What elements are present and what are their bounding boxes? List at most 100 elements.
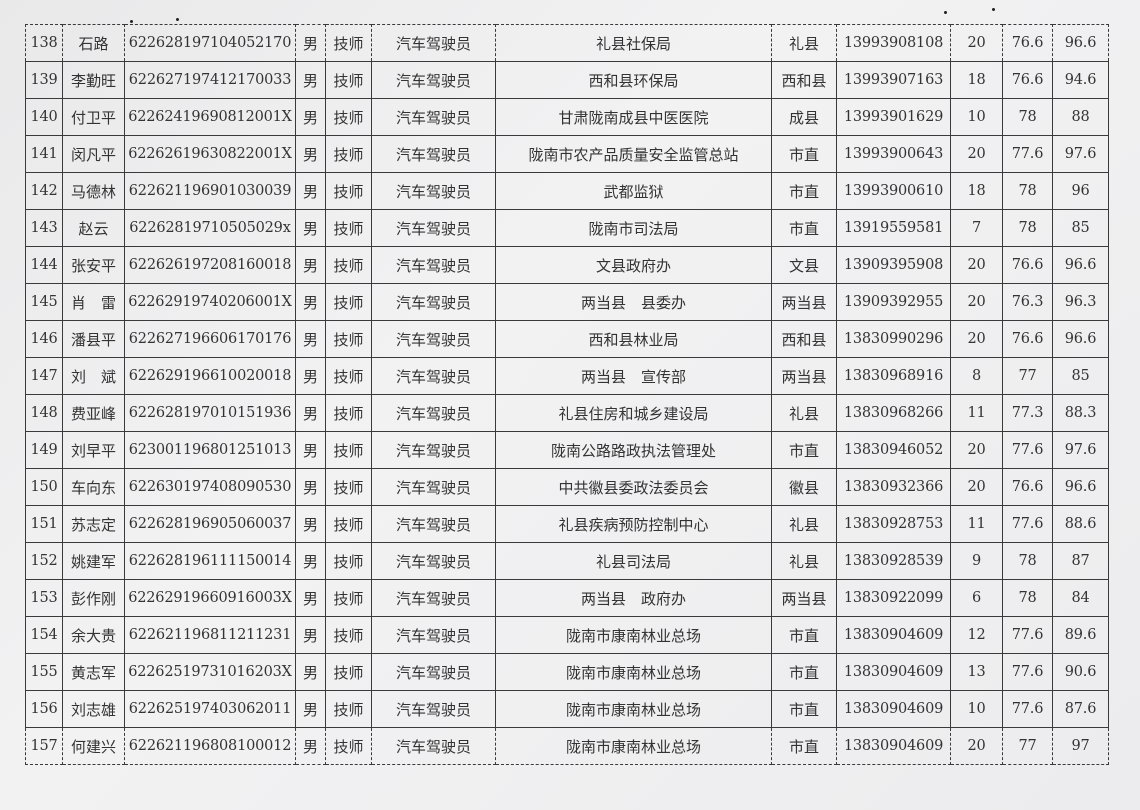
cell-region: 市直 — [771, 172, 837, 210]
cell-name: 车向东 — [62, 468, 125, 506]
cell-phone: 13830946052 — [836, 431, 951, 469]
cell-region: 市直 — [771, 727, 837, 765]
cell-work-unit: 礼县司法局 — [495, 542, 772, 580]
cell-score-b: 77.6 — [1002, 431, 1053, 469]
cell-title: 技师 — [325, 690, 372, 728]
cell-score-a: 20 — [950, 431, 1003, 469]
cell-phone: 13830904609 — [836, 616, 951, 654]
cell-phone: 13830904609 — [836, 727, 951, 765]
cell-phone: 13830990296 — [836, 320, 951, 358]
cell-score-a: 10 — [950, 98, 1003, 136]
table-row: 155 黄志军 62262519731016203X 男技师 汽车驾驶员 陇南市康南林业总… — [25, 653, 1109, 691]
cell-gender: 男 — [295, 394, 326, 432]
cell-phone: 13830932366 — [836, 468, 951, 506]
cell-score-a: 12 — [950, 616, 1003, 654]
table-row: 153 彭作刚 62262919660916003X 男技师 汽车驾驶员 两当县 政府办两… — [25, 579, 1109, 617]
cell-name: 刘 斌 — [62, 357, 125, 395]
cell-id-number: 622628196111150014 — [124, 542, 296, 580]
cell-title: 技师 — [325, 468, 372, 506]
cell-title: 技师 — [325, 320, 372, 358]
cell-title: 技师 — [325, 209, 372, 247]
cell-title: 技师 — [325, 653, 372, 691]
cell-total-score: 90.6 — [1052, 653, 1109, 691]
cell-gender: 男 — [295, 579, 326, 617]
cell-gender: 男 — [295, 468, 326, 506]
cell-score-b: 76.6 — [1002, 61, 1053, 99]
cell-id-number: 62262419690812001X — [124, 98, 296, 136]
cell-row-number: 141 — [25, 135, 63, 173]
cell-row-number: 138 — [25, 24, 63, 62]
cell-region: 两当县 — [771, 283, 837, 321]
cell-score-b: 77.6 — [1002, 653, 1053, 691]
cell-row-number: 139 — [25, 61, 63, 99]
table-body: 138 石路 622628197104052170 男技师 汽车驾驶员 礼县社保局 礼县 13… — [25, 24, 1109, 765]
cell-work-unit: 中共徽县委政法委员会 — [495, 468, 772, 506]
cell-gender: 男 — [295, 24, 326, 62]
table-row: 140 付卫平 62262419690812001X 男技师 汽车驾驶员 甘肃陇南成县中医… — [25, 98, 1109, 136]
cell-total-score: 96.6 — [1052, 24, 1109, 62]
cell-total-score: 87 — [1052, 542, 1109, 580]
cell-row-number: 154 — [25, 616, 63, 654]
cell-id-number: 62262919660916003X — [124, 579, 296, 617]
cell-total-score: 97.6 — [1052, 135, 1109, 173]
cell-title: 技师 — [325, 431, 372, 469]
cell-job: 汽车驾驶员 — [371, 320, 496, 358]
cell-work-unit: 礼县社保局 — [495, 24, 772, 62]
cell-total-score: 88 — [1052, 98, 1109, 136]
cell-phone: 13909392955 — [836, 283, 951, 321]
cell-score-a: 20 — [950, 320, 1003, 358]
cell-name: 潘县平 — [62, 320, 125, 358]
cell-score-a: 7 — [950, 209, 1003, 247]
cell-row-number: 147 — [25, 357, 63, 395]
cell-work-unit: 陇南公路路政执法管理处 — [495, 431, 772, 469]
cell-region: 礼县 — [771, 542, 837, 580]
cell-phone: 13919559581 — [836, 209, 951, 247]
cell-job: 汽车驾驶员 — [371, 431, 496, 469]
cell-job: 汽车驾驶员 — [371, 542, 496, 580]
cell-work-unit: 礼县疾病预防控制中心 — [495, 505, 772, 543]
cell-score-b: 78 — [1002, 542, 1053, 580]
cell-score-a: 11 — [950, 394, 1003, 432]
cell-region: 西和县 — [771, 320, 837, 358]
cell-total-score: 87.6 — [1052, 690, 1109, 728]
cell-row-number: 142 — [25, 172, 63, 210]
cell-score-a: 20 — [950, 246, 1003, 284]
cell-gender: 男 — [295, 357, 326, 395]
cell-job: 汽车驾驶员 — [371, 283, 496, 321]
cell-job: 汽车驾驶员 — [371, 135, 496, 173]
cell-gender: 男 — [295, 542, 326, 580]
cell-score-a: 13 — [950, 653, 1003, 691]
cell-score-a: 8 — [950, 357, 1003, 395]
paper-speck — [992, 8, 995, 11]
cell-score-a: 18 — [950, 172, 1003, 210]
cell-total-score: 97 — [1052, 727, 1109, 765]
cell-name: 彭作刚 — [62, 579, 125, 617]
cell-work-unit: 陇南市司法局 — [495, 209, 772, 247]
cell-total-score: 85 — [1052, 357, 1109, 395]
cell-name: 付卫平 — [62, 98, 125, 136]
cell-total-score: 85 — [1052, 209, 1109, 247]
table-row: 146 潘县平 622627196606170176 男技师 汽车驾驶员 西和县林业局 西和… — [25, 320, 1109, 358]
cell-name: 闵凡平 — [62, 135, 125, 173]
cell-work-unit: 两当县 政府办 — [495, 579, 772, 617]
paper-speck — [944, 11, 947, 14]
paper-speck — [130, 20, 133, 23]
cell-name: 李勤旺 — [62, 61, 125, 99]
table-row: 149 刘早平 623001196801251013 男技师 汽车驾驶员 陇南公路路政执法… — [25, 431, 1109, 469]
cell-gender: 男 — [295, 209, 326, 247]
cell-score-b: 76.6 — [1002, 468, 1053, 506]
cell-score-a: 10 — [950, 690, 1003, 728]
cell-region: 市直 — [771, 209, 837, 247]
cell-score-b: 77.6 — [1002, 505, 1053, 543]
cell-gender: 男 — [295, 616, 326, 654]
cell-title: 技师 — [325, 357, 372, 395]
cell-score-a: 20 — [950, 468, 1003, 506]
cell-phone: 13993908108 — [836, 24, 951, 62]
cell-job: 汽车驾驶员 — [371, 172, 496, 210]
cell-row-number: 148 — [25, 394, 63, 432]
cell-title: 技师 — [325, 98, 372, 136]
cell-title: 技师 — [325, 394, 372, 432]
cell-total-score: 96.3 — [1052, 283, 1109, 321]
cell-score-a: 20 — [950, 283, 1003, 321]
cell-region: 两当县 — [771, 357, 837, 395]
